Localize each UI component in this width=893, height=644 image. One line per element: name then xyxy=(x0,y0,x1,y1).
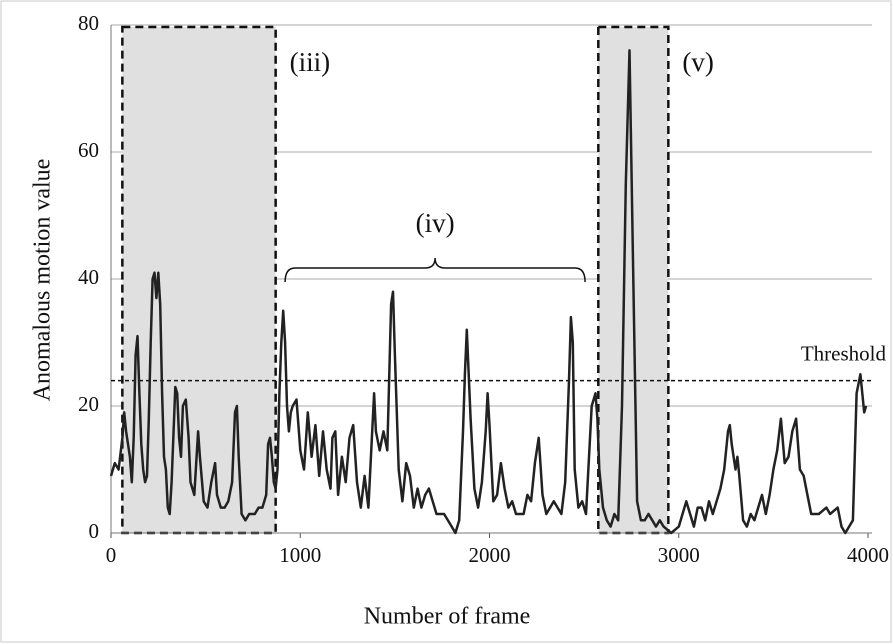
brace-label: (iv) xyxy=(416,208,455,238)
y-tick-label: 60 xyxy=(78,138,99,162)
x-tick-label: 3000 xyxy=(658,543,700,567)
region-label: (iii) xyxy=(290,47,331,77)
x-tick-label: 4000 xyxy=(847,543,889,567)
brace xyxy=(284,257,586,283)
y-tick-label: 40 xyxy=(78,265,99,289)
y-axis-title: Anomalous motion value xyxy=(30,159,56,402)
data-line xyxy=(109,49,868,535)
x-tick-label: 2000 xyxy=(469,543,511,567)
x-tick-label: 1000 xyxy=(279,543,321,567)
threshold-label: Threshold xyxy=(801,341,887,365)
x-axis-title: Number of frame xyxy=(364,604,531,630)
y-tick-label: 80 xyxy=(78,11,99,35)
y-tick-label: 20 xyxy=(78,392,99,416)
region-label: (v) xyxy=(682,47,713,77)
y-tick-label: 0 xyxy=(89,519,100,543)
x-tick-label: 0 xyxy=(106,543,117,567)
